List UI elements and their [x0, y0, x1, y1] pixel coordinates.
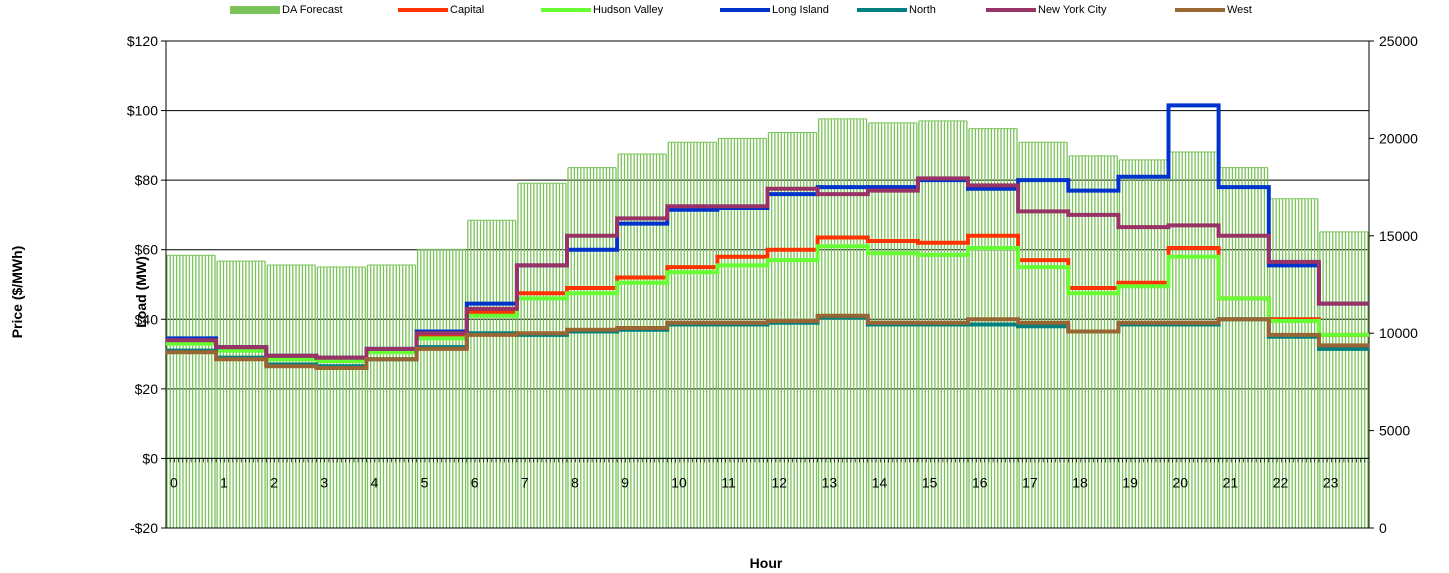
legend-item-west: West	[1175, 4, 1252, 16]
price-lines	[166, 103, 1369, 370]
x-tick-label-23: 23	[1323, 474, 1339, 490]
bar-da-forecast-hour-2	[266, 264, 316, 528]
y2-tick-label-4: 20000	[1379, 130, 1418, 146]
x-axis-minor-ticks	[165, 458, 1370, 463]
y2-tick-label-5: 25000	[1379, 33, 1418, 49]
legend-label: New York City	[1038, 4, 1107, 16]
legend-label: Hudson Valley	[593, 4, 664, 16]
x-tick-label-17: 17	[1022, 474, 1038, 490]
legend-label: DA Forecast	[282, 4, 343, 16]
x-tick-label-11: 11	[721, 474, 736, 490]
series-line-west	[166, 313, 1369, 370]
x-tick-label-16: 16	[972, 474, 988, 490]
bar-da-forecast-hour-1	[216, 260, 266, 528]
legend-swatch	[230, 6, 280, 14]
bar-da-forecast-hour-20	[1168, 151, 1219, 528]
x-tick-label-10: 10	[671, 474, 687, 490]
x-tick-label-4: 4	[371, 474, 379, 490]
y-tick-label-3: $40	[135, 311, 159, 327]
x-tick-label-13: 13	[822, 474, 838, 490]
y-tick-label-7: $120	[127, 33, 158, 49]
bar-da-forecast-hour-18	[1068, 155, 1118, 528]
bar-da-forecast-hour-11	[717, 137, 768, 528]
y-tick-label-6: $100	[127, 103, 158, 119]
y-tick-label-4: $60	[135, 242, 159, 258]
legend-item-north: North	[857, 4, 936, 16]
bar-da-forecast-hour-10	[667, 141, 717, 528]
legend-swatch	[986, 8, 1036, 12]
x-tick-label-1: 1	[220, 474, 228, 490]
x-tick-label-19: 19	[1122, 474, 1138, 490]
bar-da-forecast-hour-7	[517, 182, 567, 528]
bar-da-forecast-hour-21	[1218, 167, 1269, 528]
y2-tick-label-3: 15000	[1379, 228, 1418, 244]
legend-swatch	[857, 8, 907, 12]
x-tick-label-0: 0	[170, 474, 178, 490]
tick-labels: -$20 $0 $20 $40 $60 $80 $100 $120 0 5000 10000 1500…	[127, 33, 1418, 536]
x-tick-label-22: 22	[1273, 474, 1289, 490]
legend-swatch	[398, 8, 448, 12]
bar-da-forecast-hour-17	[1018, 141, 1068, 528]
bar-da-forecast-hour-22	[1269, 198, 1319, 528]
legend-item-long-island: Long Island	[720, 4, 829, 16]
bar-da-forecast-hour-3	[316, 266, 367, 528]
bar-da-forecast-hour-9	[617, 153, 667, 528]
y-tick-label-2: $20	[135, 381, 159, 397]
x-tick-label-2: 2	[270, 474, 278, 490]
y2-axis-title: Load (MW)	[133, 256, 149, 328]
legend-item-hudson-valley: Hudson Valley	[541, 4, 663, 16]
legend-label: Long Island	[772, 4, 829, 16]
y-tick-label-1: $0	[142, 450, 158, 466]
x-tick-label-14: 14	[872, 474, 888, 490]
bar-da-forecast-hour-5	[416, 248, 467, 528]
x-tick-label-18: 18	[1072, 474, 1088, 490]
x-tick-label-12: 12	[772, 474, 788, 490]
bar-da-forecast-hour-12	[767, 132, 818, 528]
y2-tick-label-0: 0	[1379, 520, 1387, 536]
plot-frame	[165, 40, 1370, 529]
legend-swatch	[541, 8, 591, 12]
x-tick-label-5: 5	[421, 474, 429, 490]
legend-item-capital: Capital	[398, 4, 484, 16]
bar-da-forecast-hour-0	[166, 254, 216, 528]
y-tick-label-5: $80	[135, 172, 159, 188]
bar-da-forecast-hour-19	[1118, 159, 1169, 528]
x-tick-label-15: 15	[922, 474, 938, 490]
x-tick-label-21: 21	[1223, 474, 1239, 490]
y2-tick-label-2: 10000	[1379, 325, 1418, 341]
legend-swatch	[720, 8, 770, 12]
y-axis-title: Price ($/MWh)	[9, 246, 25, 339]
bar-da-forecast-hour-4	[366, 264, 417, 528]
legend-swatch	[1175, 8, 1225, 12]
x-tick-label-7: 7	[521, 474, 529, 490]
x-tick-label-20: 20	[1173, 474, 1189, 490]
x-tick-label-8: 8	[571, 474, 579, 490]
legend-label: West	[1227, 4, 1252, 16]
legend-label: North	[909, 4, 936, 16]
legend-item-da-forecast: DA Forecast	[230, 4, 343, 16]
legend-item-new-york-city: New York City	[986, 4, 1106, 16]
x-tick-label-6: 6	[471, 474, 479, 490]
bar-da-forecast-hour-8	[567, 167, 617, 528]
x-axis-title: Hour	[750, 555, 783, 571]
x-tick-label-3: 3	[320, 474, 328, 490]
axes	[161, 40, 1374, 529]
x-tick-label-9: 9	[621, 474, 629, 490]
y2-tick-label-1: 5000	[1379, 423, 1410, 439]
bar-da-forecast-hour-6	[467, 219, 517, 528]
legend: DA Forecast Capital Hudson Valley Long Isla…	[0, 2, 1449, 22]
y-tick-label-0: -$20	[130, 520, 158, 536]
bar-da-forecast-hour-23	[1319, 231, 1369, 528]
legend-label: Capital	[450, 4, 485, 16]
series-line-new-york-city	[166, 176, 1369, 360]
